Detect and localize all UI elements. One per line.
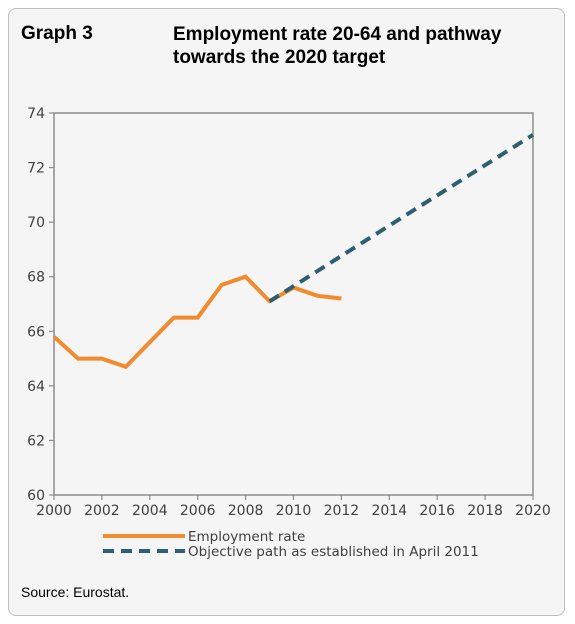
legend-label-2: Objective path as established in April 2…: [188, 544, 479, 560]
y-tick-label: 74: [27, 106, 45, 122]
y-tick-label: 64: [27, 379, 45, 395]
x-tick-label: 2000: [36, 503, 72, 519]
x-tick-label: 2020: [515, 503, 551, 519]
x-tick-label: 2002: [84, 503, 120, 519]
employment-rate-line: [52, 274, 342, 370]
x-tick-label: 2016: [419, 503, 455, 519]
x-tick-label: 2012: [324, 503, 360, 519]
x-tick-label: 2010: [276, 503, 312, 519]
source-note: Source: Eurostat.: [21, 584, 130, 600]
y-tick-label: 68: [27, 270, 45, 286]
legend-label-1: Employment rate: [188, 529, 305, 545]
y-tick-label: 66: [27, 324, 45, 340]
objective-path-line: [268, 133, 535, 303]
y-tick-label: 62: [27, 433, 45, 449]
x-tick-label: 2008: [228, 503, 264, 519]
x-tick-label: 2014: [371, 503, 407, 519]
y-tick-label: 70: [27, 215, 45, 231]
x-tick-label: 2018: [467, 503, 503, 519]
chart-title: Employment rate 20-64 and pathway toward…: [173, 24, 502, 68]
y-tick-label: 72: [27, 161, 45, 177]
plot-frame: [53, 112, 534, 496]
x-tick-label: 2004: [132, 503, 168, 519]
graph-number-label: Graph 3: [21, 23, 93, 44]
y-tick-label: 60: [27, 488, 45, 504]
chart-panel: Graph 3 Employment rate 20-64 and pathwa…: [8, 8, 565, 616]
x-tick-label: 2006: [180, 503, 216, 519]
